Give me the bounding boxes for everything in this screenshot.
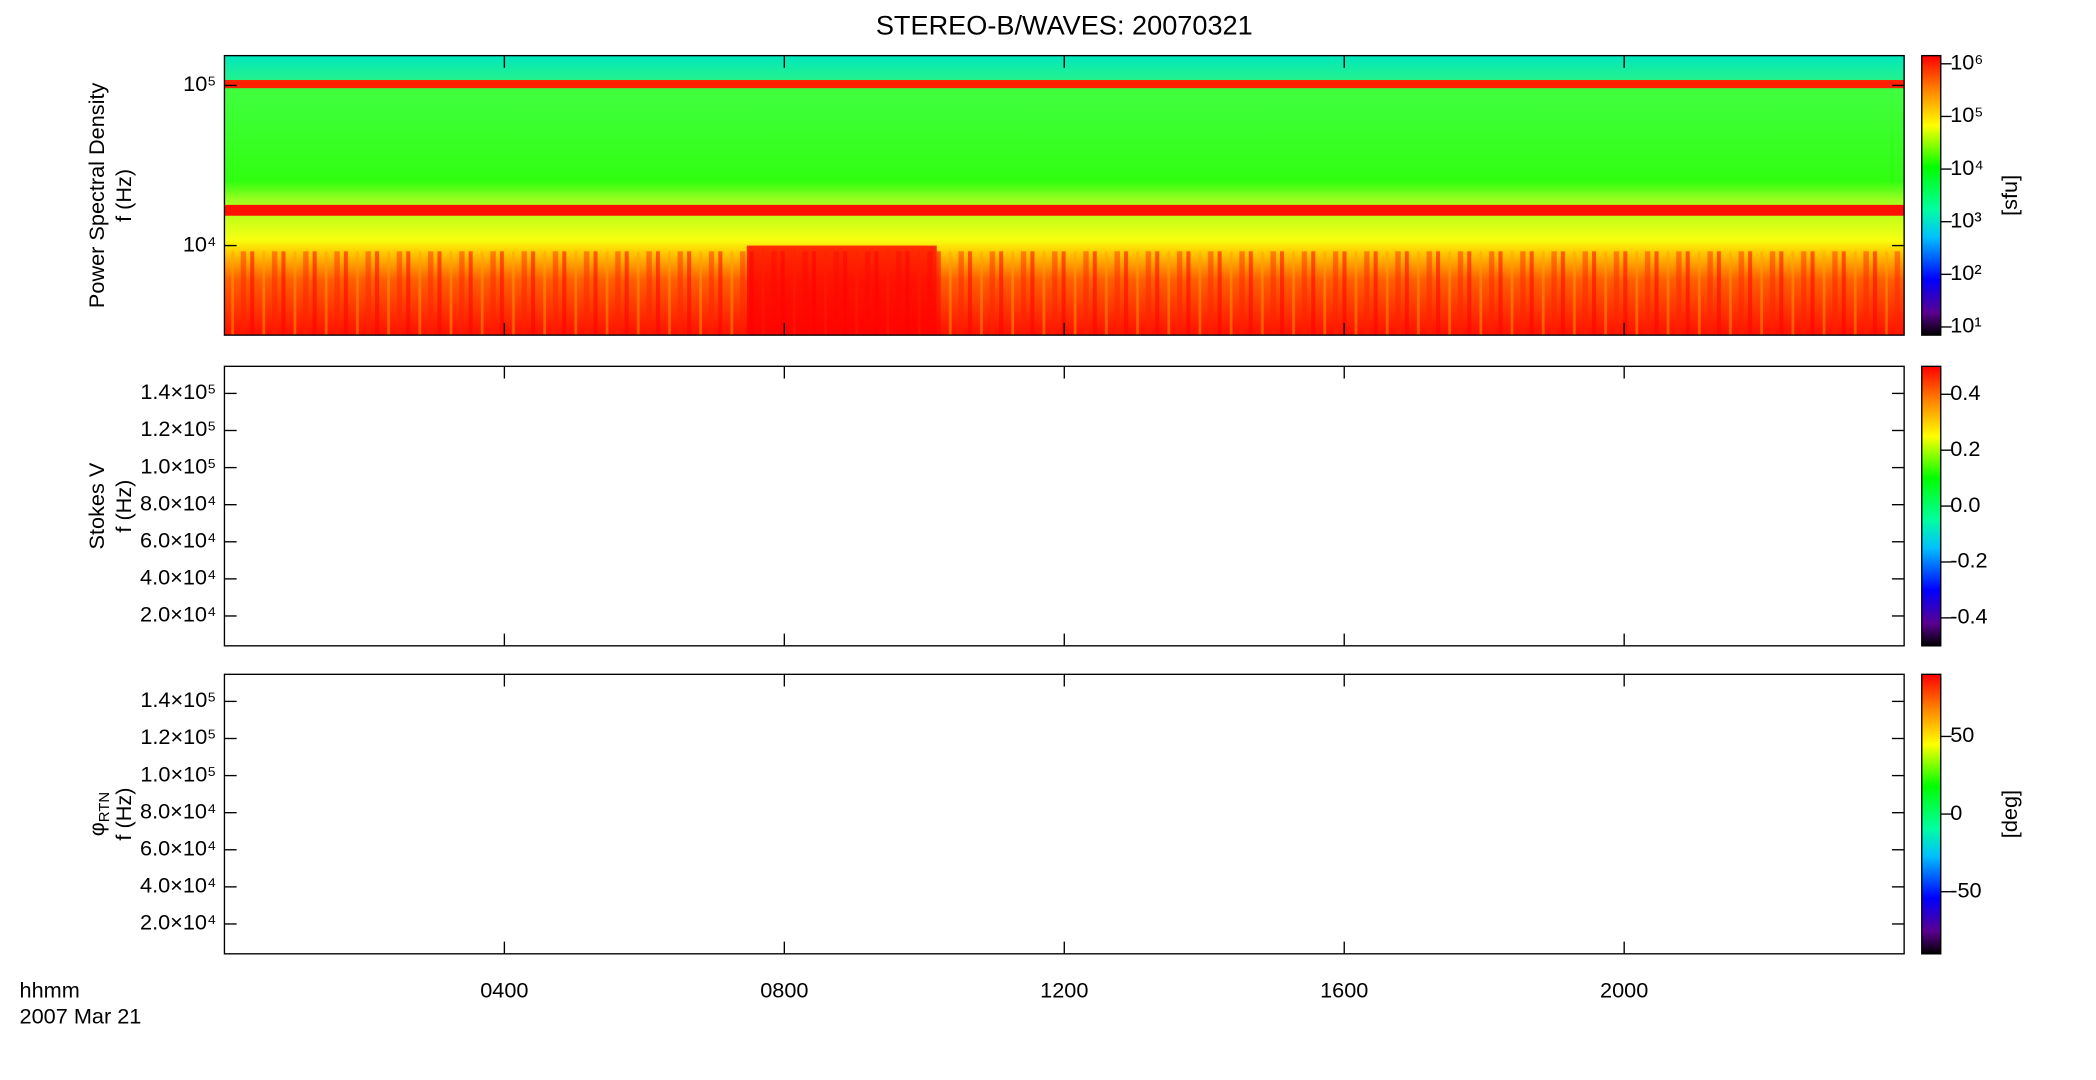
y-tick-label: 2.0×10⁴: [140, 602, 216, 627]
plot-frame: [223, 673, 1905, 955]
colorbar-tick-label: 10⁶: [1950, 50, 1983, 75]
colorbar-tick-label: 10¹: [1950, 313, 1981, 338]
y-tick-label: 2.0×10⁴: [140, 910, 216, 935]
spectrogram-burst: [746, 245, 937, 336]
y-tick-label: 4.0×10⁴: [140, 873, 216, 898]
colorbar: [1921, 365, 1942, 647]
colorbar: [1921, 54, 1942, 336]
colorbar-tick-label: -0.4: [1950, 604, 1987, 629]
colorbar-tick-label: 0: [1950, 800, 1962, 825]
y-axis-label: Power Spectral Density: [84, 83, 109, 309]
colorbar-tick-label: 10⁵: [1950, 102, 1983, 127]
colorbar-label: [sfu]: [1997, 175, 2022, 216]
y-tick-label: 1.0×10⁵: [140, 761, 216, 786]
y-axis-label: Stokes V: [84, 462, 109, 549]
colorbar-tick-label: 10²: [1950, 260, 1981, 285]
y-axis-subscript: RTN: [96, 792, 113, 822]
colorbar-tick-label: 0.4: [1950, 380, 1980, 405]
y-tick-label: 10⁵: [183, 71, 216, 96]
y-tick-label: 1.4×10⁵: [140, 687, 216, 712]
y-tick-label: 1.2×10⁵: [140, 416, 216, 441]
y-tick-label: 6.0×10⁴: [140, 528, 216, 553]
spectrogram-band: [224, 80, 1905, 89]
y-tick-label: 10⁴: [183, 231, 216, 256]
y-tick-label: 4.0×10⁴: [140, 565, 216, 590]
x-tick-label: 1200: [1040, 978, 1088, 1003]
colorbar-label: [deg]: [1997, 790, 2022, 838]
y-tick-label: 1.4×10⁵: [140, 379, 216, 404]
spectrogram-band: [224, 204, 1905, 216]
y-tick-label: 1.0×10⁵: [140, 453, 216, 478]
x-tick-label: 1600: [1320, 978, 1368, 1003]
x-axis-label: hhmm: [20, 978, 80, 1003]
y-axis-label: f (Hz): [111, 480, 136, 533]
y-tick-label: 1.2×10⁵: [140, 724, 216, 749]
colorbar-tick-label: 10⁴: [1950, 155, 1983, 180]
y-axis-symbol: φ: [84, 822, 109, 836]
plot-frame: [223, 365, 1905, 647]
x-tick-label: 0400: [480, 978, 528, 1003]
y-axis-label: f (Hz): [111, 788, 136, 841]
spectrogram-streaks: [224, 251, 1905, 336]
colorbar-tick-label: 0.0: [1950, 492, 1980, 517]
y-axis-label: φRTN: [84, 792, 113, 836]
x-tick-label: 2000: [1600, 978, 1648, 1003]
colorbar-tick-label: 50: [1950, 722, 1974, 747]
colorbar: [1921, 673, 1942, 955]
colorbar-tick-label: 0.2: [1950, 436, 1980, 461]
colorbar-tick-label: -50: [1950, 877, 1981, 902]
x-tick-label: 0800: [760, 978, 808, 1003]
y-tick-label: 8.0×10⁴: [140, 490, 216, 515]
x-axis-label: 2007 Mar 21: [20, 1003, 142, 1028]
y-tick-label: 8.0×10⁴: [140, 798, 216, 823]
y-tick-label: 6.0×10⁴: [140, 836, 216, 861]
colorbar-tick-label: 10³: [1950, 207, 1981, 232]
colorbar-tick-label: -0.2: [1950, 548, 1987, 573]
y-axis-label: f (Hz): [111, 169, 136, 222]
chart-title: STEREO-B/WAVES: 20070321: [876, 9, 1253, 40]
